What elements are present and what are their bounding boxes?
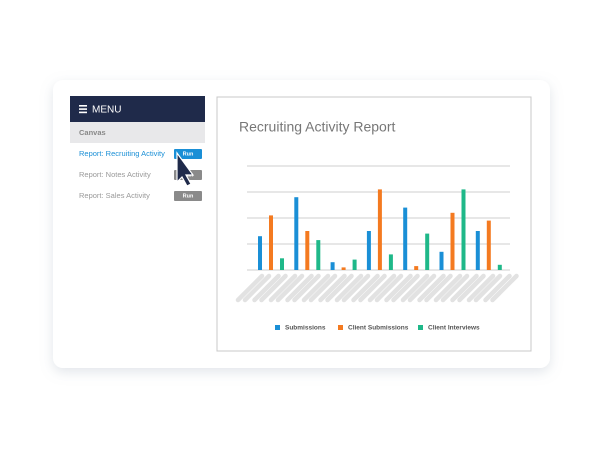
label-placeholder — [457, 273, 486, 303]
label-placeholder — [325, 273, 354, 303]
bar — [497, 264, 502, 270]
bar — [475, 231, 480, 270]
bar — [450, 212, 455, 270]
label-placeholder — [285, 273, 314, 303]
label-placeholder — [374, 273, 404, 303]
label-placeholder — [358, 273, 387, 303]
bar — [352, 259, 357, 270]
bar — [269, 215, 273, 270]
menu-section — [70, 122, 205, 143]
label-placeholder — [242, 273, 272, 303]
bar — [330, 262, 335, 270]
label-placeholder — [384, 273, 413, 303]
bar — [377, 189, 382, 270]
label-placeholder — [391, 273, 420, 303]
bar — [425, 233, 430, 270]
label-placeholder — [275, 273, 305, 303]
label-placeholder — [292, 273, 321, 303]
run-button-label[interactable]: Run — [183, 151, 194, 157]
label-placeholder — [235, 273, 265, 303]
legend-label: Submissions — [285, 325, 326, 332]
chart: Submissions Client Submissions Client Inte… — [235, 165, 519, 332]
legend-swatch — [418, 325, 423, 330]
label-placeholder — [450, 273, 479, 303]
label-placeholder — [490, 273, 519, 303]
menu-title: MENU — [92, 105, 121, 116]
bar — [388, 254, 393, 270]
label-placeholder — [341, 273, 371, 303]
label-placeholder — [301, 273, 331, 303]
bar — [258, 236, 262, 270]
label-placeholder — [252, 273, 281, 303]
legend-label: Client Submissions — [348, 325, 409, 332]
run-button-label[interactable]: Run — [183, 193, 194, 199]
label-placeholder — [433, 273, 463, 303]
label-placeholder — [268, 273, 298, 303]
legend-swatch — [275, 325, 280, 330]
label-placeholder — [440, 273, 470, 303]
menu-item[interactable]: Report: Notes Activity — [79, 170, 151, 179]
bar — [486, 220, 491, 270]
bar — [280, 258, 284, 270]
label-placeholder — [483, 273, 512, 303]
bar — [461, 189, 466, 270]
bar — [366, 231, 371, 270]
bar — [439, 251, 444, 270]
label-placeholder — [417, 273, 446, 303]
bar — [341, 267, 346, 270]
label-placeholder — [259, 273, 288, 303]
bar — [316, 240, 321, 270]
label-placeholder — [400, 273, 430, 303]
menu-items: Report: Recruiting Activity Run Report: No… — [79, 149, 202, 201]
run-button[interactable] — [174, 149, 202, 159]
chart-panel — [216, 96, 532, 352]
menu-section-label: Canvas — [79, 128, 106, 137]
chart-title: Recruiting Activity Report — [239, 119, 396, 135]
menu-item[interactable]: Report: Sales Activity — [79, 191, 150, 200]
legend-swatch — [338, 325, 343, 330]
bar — [294, 197, 299, 270]
cursor — [176, 151, 195, 187]
label-placeholder — [367, 273, 397, 303]
label-placeholder — [407, 273, 437, 303]
label-placeholder — [308, 273, 338, 303]
label-placeholder — [318, 273, 347, 303]
label-placeholder — [351, 273, 380, 303]
label-placeholder — [334, 273, 364, 303]
bar — [403, 207, 408, 270]
label-placeholder — [466, 273, 496, 303]
label-placeholder — [473, 273, 503, 303]
run-button[interactable] — [174, 191, 202, 201]
menu-icon — [79, 105, 87, 114]
menu-item[interactable]: Report: Recruiting Activity — [79, 149, 165, 158]
bar — [414, 266, 419, 270]
label-placeholder — [424, 273, 453, 303]
menu-header — [70, 96, 205, 122]
bar — [305, 231, 310, 270]
legend-label: Client Interviews — [428, 325, 480, 332]
